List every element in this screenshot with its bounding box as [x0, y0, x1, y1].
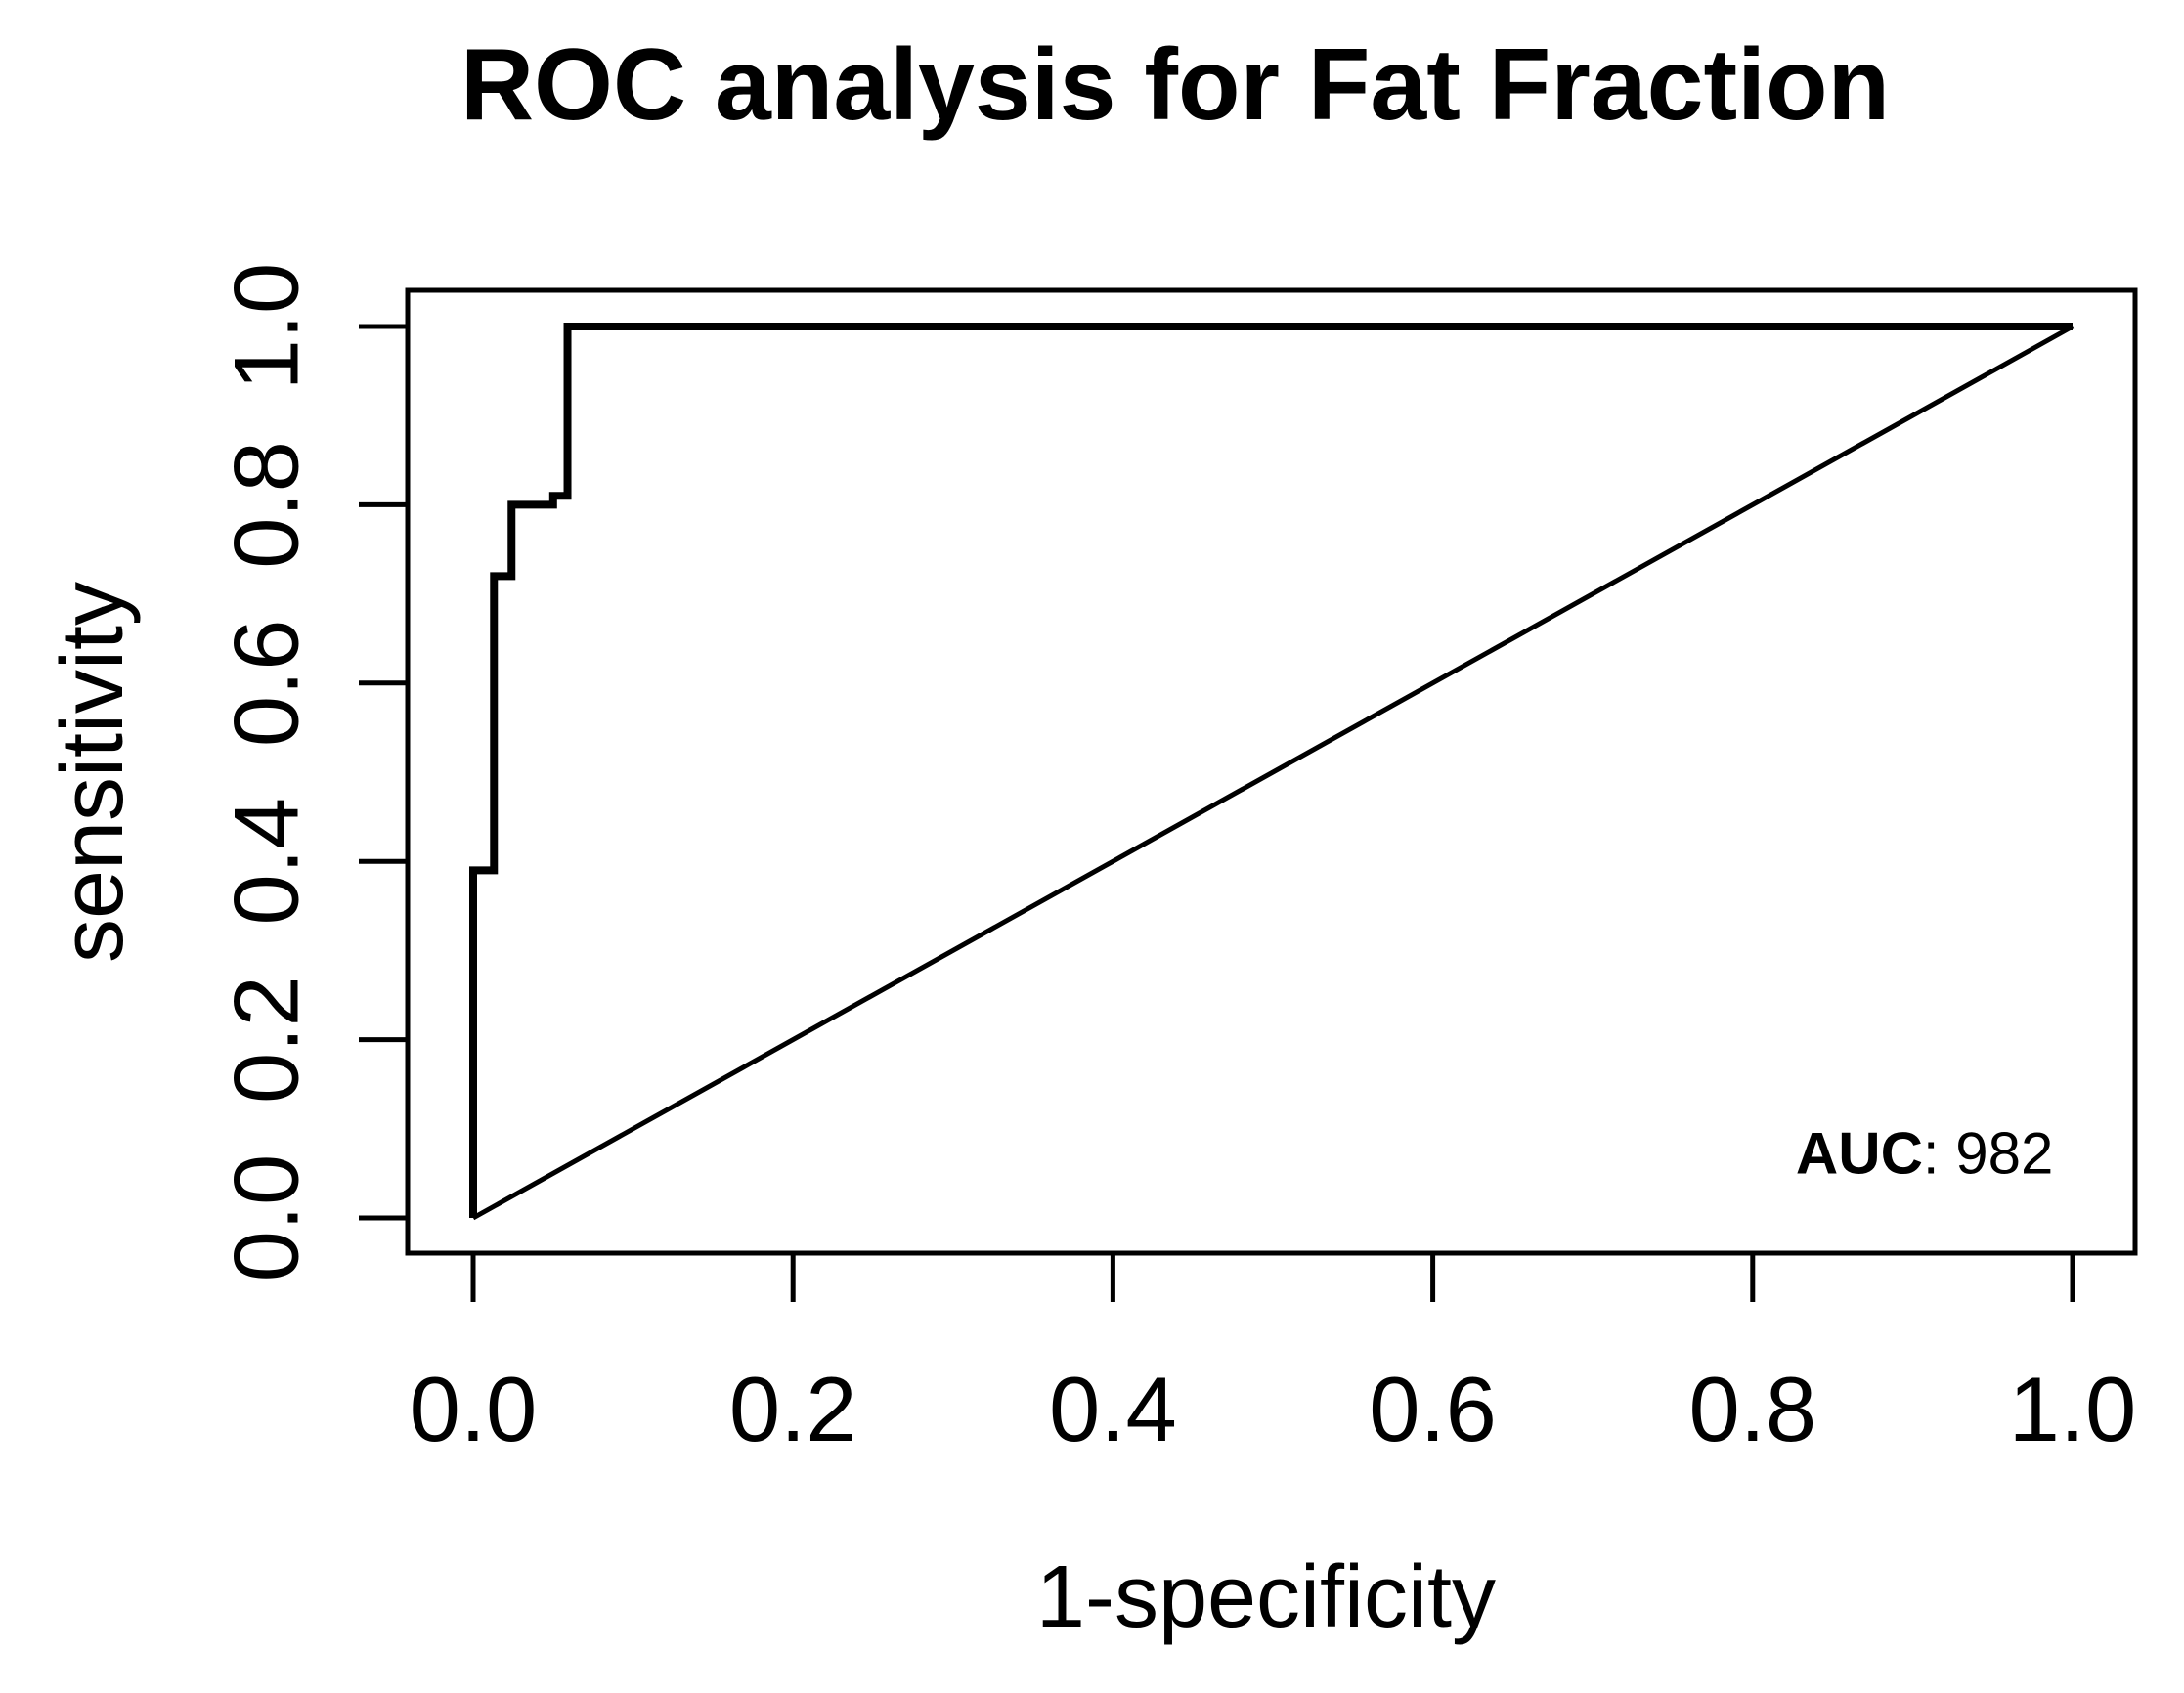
y-tick-label: 0.2: [215, 976, 318, 1104]
plot-border: [405, 287, 2138, 1256]
y-tick-label: 0.8: [215, 441, 318, 569]
chance-diagonal: [471, 324, 2075, 1221]
y-tick-label: 0.0: [215, 1154, 318, 1282]
x-tick-label: 1.0: [2009, 1358, 2137, 1460]
y-tick-label: 0.6: [215, 619, 318, 747]
auc-annotation-label: AUC: [1796, 1120, 1923, 1186]
y-tick-label: 1.0: [215, 263, 318, 391]
x-axis: 0.0 0.2 0.4 0.6 0.8 1.0: [410, 1253, 2137, 1460]
roc-curve: [469, 323, 2073, 1218]
x-tick-label: 0.4: [1049, 1358, 1177, 1460]
auc-annotation-value: : 982: [1923, 1120, 2053, 1186]
auc-annotation: AUC: 982: [1796, 1120, 2053, 1186]
series-layer: [469, 323, 2075, 1221]
y-axis-label: sensitivity: [44, 582, 142, 963]
plot-title: ROC analysis for Fat Fraction: [460, 28, 1890, 142]
x-tick-label: 0.6: [1369, 1358, 1497, 1460]
x-tick-label: 0.2: [729, 1358, 857, 1460]
y-tick-label: 0.4: [215, 798, 318, 926]
y-axis: 0.0 0.2 0.4 0.6 0.8 1.0: [215, 263, 408, 1282]
x-axis-label: 1-specificity: [1036, 1548, 1496, 1646]
x-tick-label: 0.0: [410, 1358, 538, 1460]
x-tick-label: 0.8: [1688, 1358, 1816, 1460]
